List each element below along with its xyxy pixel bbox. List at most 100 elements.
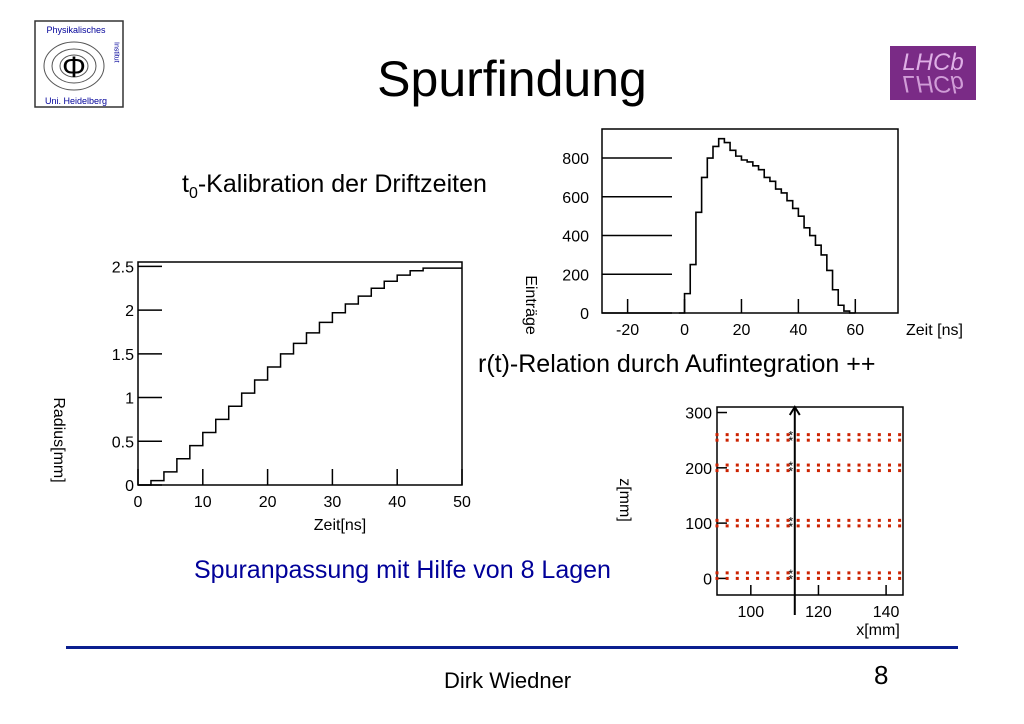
hit-point — [745, 438, 749, 442]
hit-point — [735, 571, 739, 575]
x-axis-label: Zeit[ns] — [314, 517, 366, 534]
hit-point — [745, 433, 749, 437]
track-hit-marker: * — [788, 434, 793, 448]
y-axis-label: Einträge — [522, 275, 539, 335]
x-tick-label: 140 — [873, 604, 900, 621]
hit-point — [857, 576, 861, 580]
x-tick-label: 30 — [324, 494, 342, 511]
hit-point — [786, 433, 790, 437]
hit-point — [796, 571, 800, 575]
track-hit-marker: * — [788, 520, 793, 534]
hit-point — [837, 518, 841, 522]
hit-point — [827, 571, 831, 575]
hit-point — [847, 571, 851, 575]
hit-point — [766, 433, 770, 437]
hit-point — [816, 524, 820, 528]
x-tick-label: 10 — [194, 494, 212, 511]
hit-point — [887, 518, 891, 522]
track-hit-marker: * — [788, 514, 793, 528]
hit-point — [725, 463, 729, 467]
hit-point — [877, 433, 881, 437]
hit-point — [745, 469, 749, 473]
y-tick-label: 300 — [685, 406, 712, 423]
hit-point — [816, 463, 820, 467]
hit-point — [786, 524, 790, 528]
hit-point — [877, 524, 881, 528]
hit-point — [837, 469, 841, 473]
y-tick-label: 2.5 — [112, 259, 134, 276]
y-tick-label: 0.5 — [112, 434, 134, 451]
hit-point — [857, 524, 861, 528]
hit-point — [756, 524, 760, 528]
hit-point — [898, 524, 902, 528]
hit-point — [735, 433, 739, 437]
hit-point — [887, 469, 891, 473]
hit-point — [867, 518, 871, 522]
hit-point — [756, 571, 760, 575]
t0-label-rest: -Kalibration der Driftzeiten — [197, 170, 487, 198]
hit-point — [867, 438, 871, 442]
hit-point — [816, 469, 820, 473]
hit-point — [837, 438, 841, 442]
hit-point — [756, 438, 760, 442]
hit-point — [735, 469, 739, 473]
hit-point — [735, 518, 739, 522]
hit-point — [715, 518, 719, 522]
hit-point — [877, 518, 881, 522]
hit-point — [715, 571, 719, 575]
hit-point — [827, 518, 831, 522]
hit-point — [816, 571, 820, 575]
hit-point — [766, 571, 770, 575]
x-axis-label: x[mm] — [856, 622, 900, 639]
hit-point — [887, 463, 891, 467]
plot-frame — [601, 128, 899, 314]
phi-symbol: Φ — [62, 51, 86, 84]
r-t-series — [138, 267, 462, 486]
hit-point — [857, 518, 861, 522]
hit-point — [898, 518, 902, 522]
hit-point — [827, 576, 831, 580]
hit-point — [847, 576, 851, 580]
hit-point — [887, 438, 891, 442]
hit-point — [877, 571, 881, 575]
hit-point — [776, 433, 780, 437]
hit-point — [725, 576, 729, 580]
hit-point — [766, 469, 770, 473]
hit-point — [725, 518, 729, 522]
hit-point — [715, 433, 719, 437]
hit-point — [867, 463, 871, 467]
slide-title: Spurfindung — [377, 51, 647, 107]
hit-point — [847, 433, 851, 437]
y-tick-label: 1.5 — [112, 347, 134, 364]
x-tick-label: 20 — [733, 322, 751, 339]
hit-point — [898, 433, 902, 437]
hit-point — [877, 576, 881, 580]
hit-point — [776, 463, 780, 467]
hit-point — [898, 469, 902, 473]
hit-point — [776, 524, 780, 528]
y-tick-label: 0 — [580, 306, 589, 323]
hit-point — [745, 518, 749, 522]
y-tick-label: 0 — [703, 571, 712, 588]
hit-point — [715, 524, 719, 528]
institute-name-line3: Uni. Heidelberg — [45, 96, 107, 106]
hit-point — [776, 576, 780, 580]
hit-point — [766, 463, 770, 467]
y-tick-label: 2 — [125, 303, 134, 320]
hit-point — [766, 438, 770, 442]
hit-point — [867, 524, 871, 528]
hit-point — [898, 576, 902, 580]
hit-point — [786, 438, 790, 442]
hit-point — [766, 524, 770, 528]
hit-point — [827, 469, 831, 473]
hit-point — [756, 433, 760, 437]
y-tick-label: 200 — [685, 461, 712, 478]
track-hit-marker: * — [788, 572, 793, 586]
y-tick-label: 400 — [562, 229, 589, 246]
hit-point — [806, 518, 810, 522]
x-tick-label: 120 — [805, 604, 832, 621]
y-tick-label: 0 — [125, 478, 134, 495]
drift-time-histogram-chart: 0 200 400 600 800 -20 0 20 40 60 Zeit [ns] Einträge — [522, 128, 963, 339]
x-tick-label: 50 — [453, 494, 471, 511]
